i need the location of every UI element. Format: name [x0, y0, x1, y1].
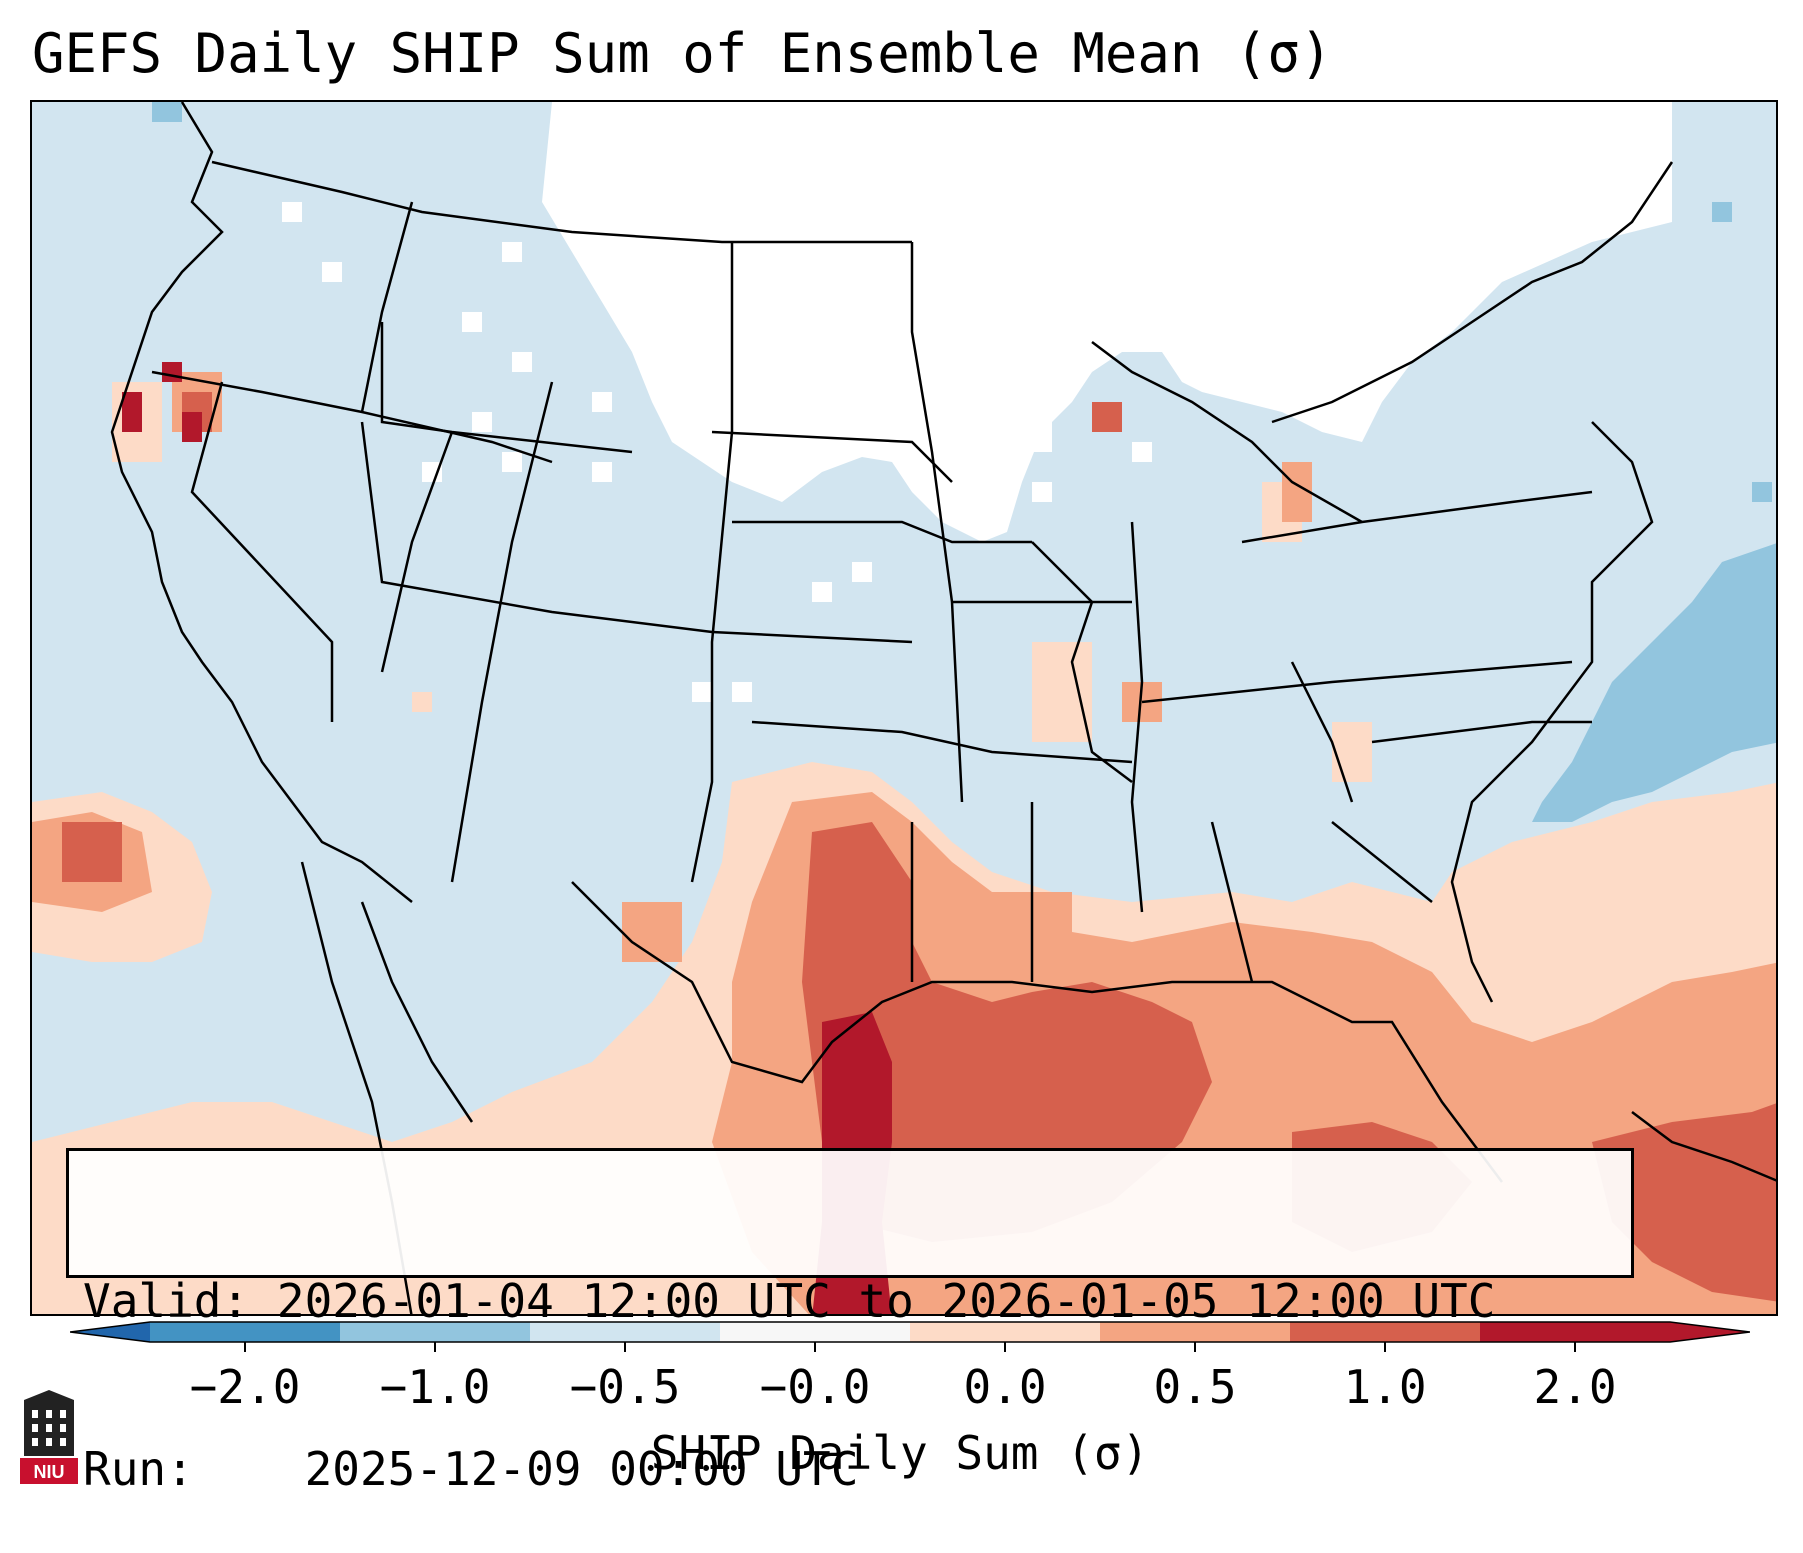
page-title: GEFS Daily SHIP Sum of Ensemble Mean (σ): [32, 22, 1333, 85]
colorbar-extend-low: [70, 1322, 150, 1342]
near-zero-region: [542, 102, 1672, 542]
colorbar-segments: [150, 1322, 1671, 1342]
colorbar-segment: [150, 1322, 341, 1342]
colorbar-segment: [1100, 1322, 1291, 1342]
valid-value: 2026-01-04 12:00 UTC to 2026-01-05 12:00…: [276, 1274, 1496, 1328]
niu-logo: NIU: [20, 1390, 78, 1484]
colorbar-ticks: [70, 1321, 1750, 1352]
colorbar-tick-label: −0.5: [569, 1360, 681, 1414]
map-panel: [30, 100, 1778, 1316]
colorbar-segment: [530, 1322, 721, 1342]
colorbar-segment: [340, 1322, 531, 1342]
boundary-lines: [110, 102, 1776, 1314]
colorbar-tick-label: −1.0: [379, 1360, 491, 1414]
run-value: 2025-12-09 00:00 UTC: [304, 1442, 859, 1496]
mid-blue-region: [152, 102, 1776, 822]
colorbar-outline: [70, 1321, 1750, 1343]
colorbar-segment: [1480, 1322, 1671, 1342]
colorbar-tick-label: 2.0: [1533, 1360, 1617, 1414]
colorbar-tick-label: 0.0: [963, 1360, 1047, 1414]
valid-info-box: Valid: 2026-01-04 12:00 UTC to 2026-01-0…: [66, 1148, 1634, 1496]
white-speckles: [282, 202, 1352, 702]
colorbar-extend-high: [1670, 1322, 1750, 1342]
valid-label: Valid:: [83, 1274, 250, 1328]
valid-row: Valid: 2026-01-04 12:00 UTC to 2026-01-0…: [83, 1273, 1617, 1329]
colorbar-title: SHIP Daily Sum (σ): [650, 1426, 1150, 1480]
colorbar-tick-label: 0.5: [1153, 1360, 1237, 1414]
colorbar-segment: [720, 1322, 911, 1342]
run-label: Run:: [83, 1442, 194, 1496]
niu-logo-text: NIU: [34, 1462, 65, 1482]
colorbar-tick-label: −0.0: [759, 1360, 871, 1414]
colorbar: [70, 1321, 1750, 1352]
colorbar-segment: [1290, 1322, 1481, 1342]
colorbar-segment: [910, 1322, 1101, 1342]
colorbar-tick-label: −2.0: [189, 1360, 301, 1414]
map-canvas: [32, 102, 1776, 1314]
colorbar-tick-label: 1.0: [1343, 1360, 1427, 1414]
run-row: Run: 2025-12-09 00:00 UTC: [83, 1441, 1617, 1497]
